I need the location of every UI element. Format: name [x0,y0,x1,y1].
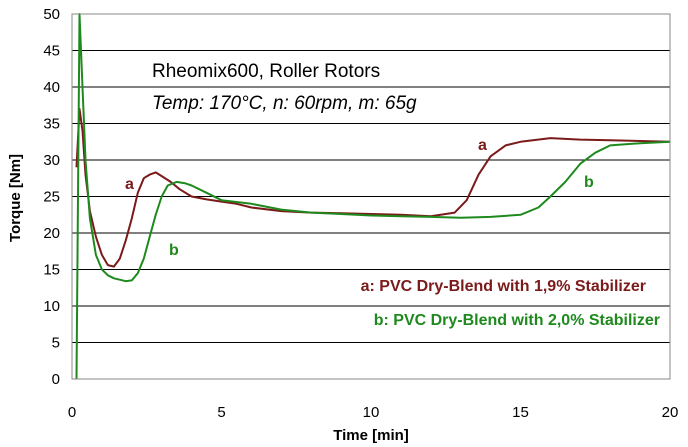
curve-label-b-right: b [584,174,594,191]
x-axis-title: Time [min] [333,427,409,444]
y-tick-label: 10 [43,298,60,315]
y-tick-label: 25 [43,189,60,206]
y-tick-label: 30 [43,152,60,169]
y-axis-title: Torque [Nm] [7,154,24,242]
y-tick-label: 5 [52,335,60,352]
x-tick-label: 10 [363,404,380,421]
series-line-a [75,107,671,268]
curve-label-a-right: a [478,137,487,154]
legend-entry-b: b: PVC Dry-Blend with 2,0% Stabilizer [374,312,660,329]
annotation-line-2: Temp: 170°C, n: 60rpm, m: 65g [152,93,417,114]
x-tick-label: 20 [662,404,679,421]
series-line-b [75,13,671,380]
y-tick-label: 40 [43,79,60,96]
x-tick-labels: 0 5 10 15 20 [68,404,679,421]
curve-label-b-left: b [169,242,179,259]
y-tick-label: 45 [43,43,60,60]
annotation-line-1: Rheomix600, Roller Rotors [152,61,380,82]
y-tick-label: 15 [43,262,60,279]
y-tick-label: 35 [43,116,60,133]
x-tick-label: 15 [512,404,529,421]
x-tick-label: 0 [68,404,76,421]
curve-label-a-left: a [125,176,134,193]
series-lines [75,13,671,380]
plot-frame [71,13,671,380]
y-tick-labels: 0 5 10 15 20 25 30 35 40 45 50 [43,6,60,388]
legend-entry-a: a: PVC Dry-Blend with 1,9% Stabilizer [361,278,646,295]
x-tick-label: 5 [217,404,225,421]
y-tick-label: 50 [43,6,60,23]
y-tick-label: 20 [43,225,60,242]
y-tick-label: 0 [52,371,60,388]
